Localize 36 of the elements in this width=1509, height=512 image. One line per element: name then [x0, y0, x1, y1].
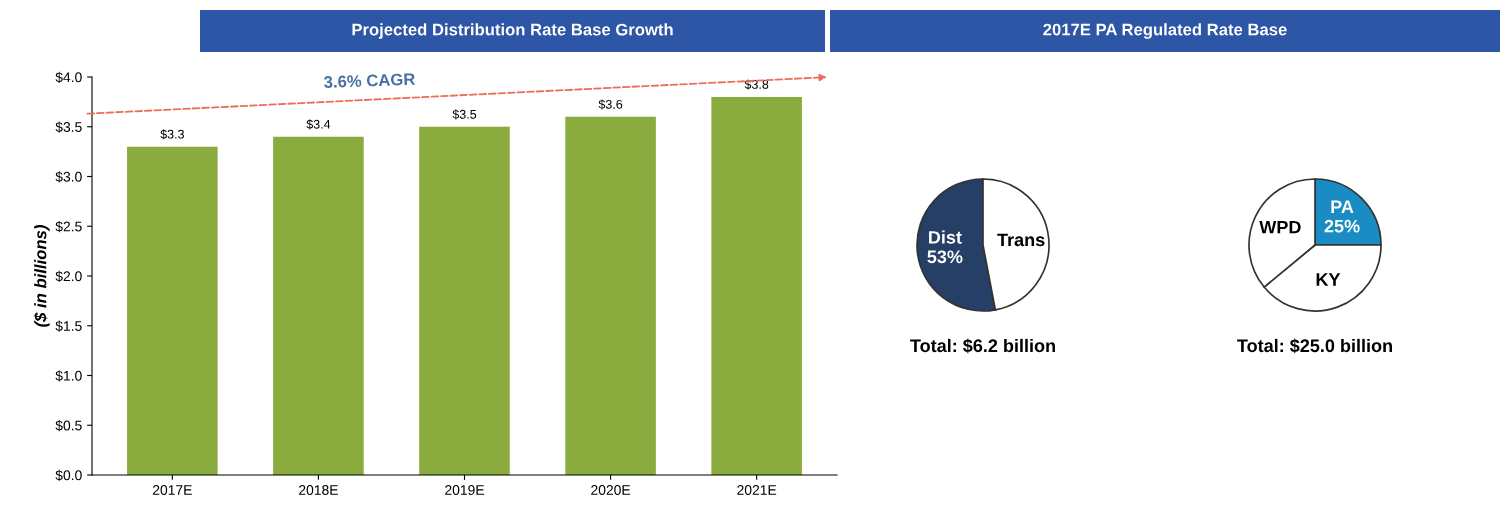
- slice-label: KY: [1316, 273, 1341, 286]
- y-tick-label: $0.5: [55, 420, 82, 432]
- y-tick-label: $3.0: [55, 171, 82, 183]
- x-tick-label: 2018E: [299, 485, 338, 495]
- bar: [419, 126, 510, 475]
- data-label: 25%: [1324, 219, 1360, 233]
- y-tick-label: $1.5: [55, 320, 82, 332]
- y-tick-label: $4.0: [55, 71, 82, 83]
- y-axis-title: ($ in billions): [33, 225, 50, 327]
- bar: [565, 116, 656, 475]
- text: Total: $25.0 billion: [1237, 338, 1392, 354]
- slice-label: WPD: [1259, 220, 1301, 234]
- x-tick-label: 2021E: [737, 485, 777, 495]
- bar: [127, 146, 218, 475]
- chart-title: Projected Distribution Rate Base Growth: [352, 23, 673, 39]
- data-label: $3.6: [598, 99, 623, 110]
- data-label: 53%: [927, 250, 963, 264]
- y-tick-label: $1.0: [55, 370, 82, 382]
- y-tick-label: $2.0: [55, 270, 82, 282]
- y-tick-label: $3.5: [55, 121, 82, 133]
- slice-label: PA: [1331, 200, 1354, 213]
- data-label: $3.3: [160, 129, 184, 140]
- x-tick-label: 2017E: [152, 485, 192, 495]
- y-tick-label: $0.0: [55, 469, 82, 481]
- bar: [711, 96, 802, 475]
- slice-label: Trans: [997, 233, 1045, 247]
- text: 2017E PA Regulated Rate Base: [1043, 23, 1287, 39]
- x-tick-label: 2020E: [591, 485, 631, 495]
- slice-label: Dist: [929, 230, 962, 244]
- text: Total: $6.2 billion: [910, 338, 1055, 354]
- y-tick-label: $2.5: [55, 221, 82, 233]
- bar: [273, 136, 364, 475]
- annotation: 3.6% CAGR: [323, 73, 416, 89]
- data-label: $3.4: [306, 119, 331, 130]
- x-tick-label: 2019E: [445, 485, 484, 495]
- data-label: $3.5: [452, 109, 477, 120]
